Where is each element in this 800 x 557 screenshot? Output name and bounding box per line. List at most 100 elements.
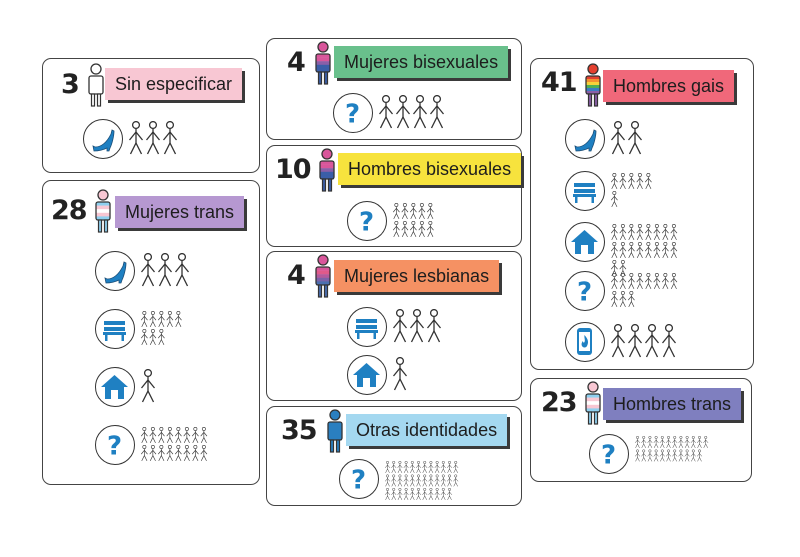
person-figure [319,148,335,192]
person-head [97,189,109,201]
stick-figure [401,220,409,237]
svg-text:?: ? [107,432,122,462]
card-header: 23 Hombres trans [531,379,751,429]
stick-figure [644,223,652,240]
count: 28 [51,195,88,226]
stick-figure [426,220,434,237]
person-icon [93,189,113,237]
people-figures [392,202,444,247]
stick-figure [149,426,157,443]
person-body-stripe [316,68,330,73]
card-header: 41 Hombres gais [531,59,753,109]
stick-figure [384,460,391,473]
person-figure [88,63,104,107]
card-hombres-gais: 41 Hombres gais [530,58,754,370]
stick-figure [183,426,191,443]
person-icon [583,381,603,429]
count: 41 [541,67,578,98]
people-count-figures [610,172,652,207]
stick-figure [678,449,684,462]
stick-figure [401,202,409,219]
card-otras-identidades: 35 Otras identidades ? [266,406,522,506]
person-body-outline [327,421,343,441]
people-count-figures [140,426,208,461]
person-body-stripe [586,408,600,413]
stick-figure [191,444,199,461]
stick-figure [636,223,644,240]
person-body-stripe [586,91,600,95]
count: 4 [287,47,306,78]
stick-figure [647,449,653,462]
person-leg [593,411,599,425]
person-body-stripe [586,394,600,398]
stick-figure [610,272,618,289]
card-mujeres-bisexuales: 4 Mujeres bisexuales ? [266,38,522,140]
stick-figure [418,220,426,237]
stick-figure [403,487,409,500]
stick-figure [422,487,428,500]
stick-figure [409,460,415,473]
person-figure [585,63,601,107]
stick-figure [661,272,669,289]
card-mujeres-trans: 28 Mujeres trans [42,180,260,485]
stick-figure [627,223,635,240]
card-header: 28 Mujeres trans [43,181,259,233]
stick-figure [140,368,156,403]
person-leg [317,71,323,85]
person-head [329,409,341,421]
person-head [317,254,329,266]
stick-figure [634,435,641,448]
bench-icon [95,309,135,349]
person-icon [313,41,333,89]
person-leg [317,284,323,298]
stick-figure [384,474,391,487]
people-count-figures [140,368,156,403]
question-icon: ? [333,93,373,133]
person-head [317,41,329,53]
stick-figure [678,435,684,448]
person-body-stripe [316,277,330,282]
stick-figure [149,328,157,345]
category-label: Otras identidades [346,414,508,446]
stick-figure [703,435,709,448]
people-count-figures [392,308,442,343]
person-body-stripe [96,212,110,217]
people-figures [140,368,166,413]
stick-figure [157,252,173,287]
stick-figure [610,120,626,155]
person-figure [95,189,111,233]
stick-figure [434,487,440,500]
stick-figure [661,241,669,258]
stick-figure [610,223,618,240]
person-body-stripe [328,422,342,441]
stick-figure [426,202,434,219]
stick-figure [696,449,703,462]
stick-figure [166,444,174,461]
people-count-figures [610,120,643,155]
person-leg [97,219,103,233]
stick-figure [422,474,428,487]
stick-figure [140,252,156,287]
count: 10 [275,154,312,185]
question-icon: ? [589,434,629,474]
stick-figure [446,487,453,500]
stick-figure [653,223,661,240]
person-leg [321,178,327,192]
card-header: 4 Mujeres bisexuales [267,39,521,89]
stick-figure [157,310,165,327]
person-leg [593,93,599,107]
stick-figure [453,460,459,473]
stick-figure [174,252,190,287]
stick-figure [619,172,627,189]
stick-figure [644,172,652,189]
person-body-stripe [96,216,110,221]
stick-figure [140,426,148,443]
person-body-stripe [586,76,600,80]
stick-figure [128,120,144,155]
house-icon [565,222,605,262]
stick-figure [665,449,672,462]
stick-figure [409,474,415,487]
stick-figure [140,444,148,461]
person-body-outline [585,393,601,413]
stick-figure [384,487,391,500]
